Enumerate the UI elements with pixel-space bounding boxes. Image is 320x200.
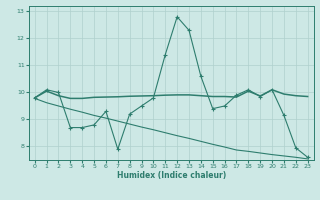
X-axis label: Humidex (Indice chaleur): Humidex (Indice chaleur) <box>116 171 226 180</box>
